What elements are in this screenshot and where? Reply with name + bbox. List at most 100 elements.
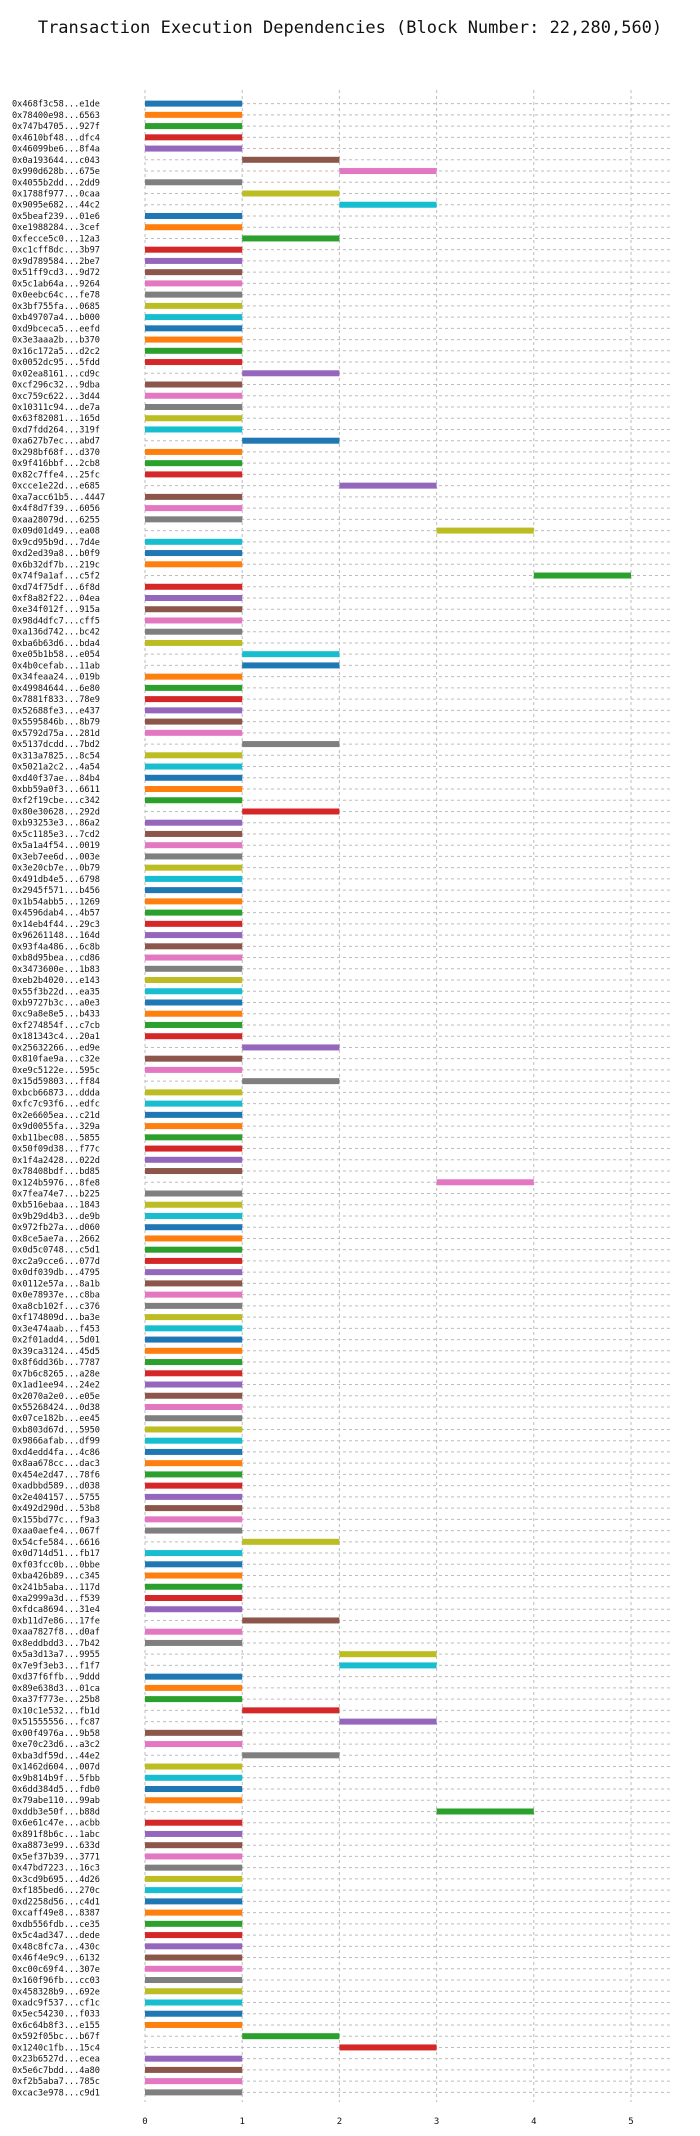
transaction-label: 0xa627b7ec...abd7 xyxy=(12,437,100,447)
transaction-label: 0x5792d75a...281d xyxy=(12,729,100,739)
transaction-bar xyxy=(145,460,243,467)
transaction-bar xyxy=(145,224,243,231)
transaction-bar xyxy=(436,527,534,534)
transaction-label: 0x0eebc64c...fe78 xyxy=(12,291,100,301)
transaction-bar xyxy=(145,1864,243,1871)
transaction-bar xyxy=(145,1797,243,1804)
transaction-bar xyxy=(145,1527,243,1534)
transaction-label: 0x1462d604...007d xyxy=(12,1763,100,1773)
transaction-label: 0x54cfe584...6616 xyxy=(12,1538,100,1548)
transaction-bar xyxy=(145,965,243,972)
transaction-label: 0x0df039db...4795 xyxy=(12,1268,100,1278)
transaction-label: 0xb11d7e86...17fe xyxy=(12,1616,100,1626)
transaction-label: 0xb49707a4...b000 xyxy=(12,313,100,323)
transaction-label: 0xe1988284...3cef xyxy=(12,223,100,233)
transaction-bar xyxy=(242,1752,340,1759)
transaction-bar xyxy=(145,1639,243,1646)
transaction-bar xyxy=(145,1482,243,1489)
transaction-label: 0x9f416bbf...2cb8 xyxy=(12,459,100,469)
transaction-bar xyxy=(145,1325,243,1332)
transaction-label: 0xd37f6ffb...9ddd xyxy=(12,1673,100,1683)
transaction-bar xyxy=(242,2033,340,2040)
transaction-bar xyxy=(145,1830,243,1837)
transaction-label: 0x468f3c58...e1de xyxy=(12,100,100,110)
transaction-bar xyxy=(145,1134,243,1141)
x-tick-label: 3 xyxy=(434,2117,439,2127)
transaction-label: 0xc1cff8dc...3b97 xyxy=(12,246,100,256)
transaction-bar xyxy=(242,1044,340,1051)
transaction-label: 0xe34f012f...915a xyxy=(12,605,100,615)
transaction-label: 0x8aa678cc...dac3 xyxy=(12,1459,100,1469)
transaction-label: 0xfc7c93f6...edfc xyxy=(12,1100,100,1110)
transaction-bar xyxy=(145,1291,243,1298)
chart-title: Transaction Execution Dependencies (Bloc… xyxy=(37,18,663,38)
transaction-label: 0x47bd7223...16c3 xyxy=(12,1864,100,1874)
transaction-label: 0xf174809d...ba3e xyxy=(12,1313,100,1323)
transaction-label: 0xf2f19cbe...c342 xyxy=(12,796,100,806)
transaction-bar xyxy=(145,1920,243,1927)
transaction-bar xyxy=(145,246,243,253)
transaction-label: 0x810fae9a...c32e xyxy=(12,1055,100,1065)
transaction-label: 0x4b0cefab...11ab xyxy=(12,661,100,671)
transaction-label: 0xba6b63d6...bda4 xyxy=(12,639,100,649)
transaction-label: 0x2945f571...b456 xyxy=(12,886,100,896)
transaction-label: 0x34feaa24...019b xyxy=(12,673,100,683)
transaction-label: 0x3e3aaa2b...b370 xyxy=(12,336,100,346)
transaction-bar xyxy=(145,1426,243,1433)
transaction-bar xyxy=(145,1021,243,1028)
transaction-bar xyxy=(145,123,243,130)
transaction-bar xyxy=(145,1381,243,1388)
transaction-bar xyxy=(339,2044,437,2051)
transaction-bar xyxy=(145,988,243,995)
transaction-bar xyxy=(145,617,243,624)
transaction-label: 0x9cd95b9d...7d4e xyxy=(12,538,100,548)
transaction-label: 0xaa0aefe4...067f xyxy=(12,1527,100,1537)
transaction-label: 0xcf296c32...9dba xyxy=(12,381,100,391)
transaction-label: 0xba426b89...c345 xyxy=(12,1572,100,1582)
transaction-bar xyxy=(145,1336,243,1343)
transaction-bar xyxy=(339,1662,437,1669)
transaction-bar xyxy=(145,325,243,332)
transaction-bar xyxy=(145,134,243,141)
transaction-bar xyxy=(145,729,243,736)
transaction-bar xyxy=(145,1235,243,1242)
transaction-bar xyxy=(145,280,243,287)
transaction-bar xyxy=(145,1561,243,1568)
transaction-label: 0xd40f37ae...84b4 xyxy=(12,774,100,784)
transaction-label: 0x298bf68f...d370 xyxy=(12,448,100,458)
transaction-bar xyxy=(145,830,243,837)
transaction-bar xyxy=(145,1201,243,1208)
transaction-label: 0x5ef37b39...3771 xyxy=(12,1852,100,1862)
transaction-bar xyxy=(145,595,243,601)
transaction-bar xyxy=(145,920,243,927)
transaction-bar xyxy=(145,392,243,399)
transaction-label: 0xc2a9cce6...077d xyxy=(12,1257,100,1267)
transaction-bar xyxy=(145,999,243,1006)
transaction-bar xyxy=(145,415,243,422)
transaction-label: 0x155bd77c...f9a3 xyxy=(12,1515,100,1525)
transaction-bar xyxy=(145,505,243,512)
y-labels-layer: 0x468f3c58...e1de0x78400e98...65630x747b… xyxy=(12,100,105,2099)
transaction-bar xyxy=(339,201,437,208)
transaction-bar xyxy=(242,1538,340,1545)
transaction-label: 0xa8cb102f...c376 xyxy=(12,1302,100,1312)
transaction-bar xyxy=(145,561,243,568)
transaction-bar xyxy=(145,550,243,557)
transaction-label: 0xa37f773e...25b8 xyxy=(12,1695,100,1705)
transaction-label: 0xd2ed39a8...b0f9 xyxy=(12,549,100,559)
transaction-label: 0x5595846b...8b79 xyxy=(12,718,100,728)
transaction-label: 0x9866afab...df99 xyxy=(12,1437,100,1447)
transaction-label: 0x454e2d47...78f6 xyxy=(12,1470,100,1480)
transaction-label: 0x09d01d49...ea08 xyxy=(12,527,100,537)
transaction-label: 0x891f8b6c...1abc xyxy=(12,1830,100,1840)
transaction-bar xyxy=(145,257,243,264)
transaction-bar xyxy=(242,808,340,815)
transaction-label: 0xcac3e978...c9d1 xyxy=(12,2088,100,2098)
transaction-bar xyxy=(145,1583,243,1590)
transaction-bar xyxy=(145,943,243,950)
transaction-label: 0x5a3d13a7...9955 xyxy=(12,1650,100,1660)
transaction-label: 0xd4edd4fa...4c86 xyxy=(12,1448,100,1458)
transaction-label: 0x78408bdf...bd85 xyxy=(12,1167,100,1177)
transaction-label: 0x491db4e5...6798 xyxy=(12,875,100,885)
